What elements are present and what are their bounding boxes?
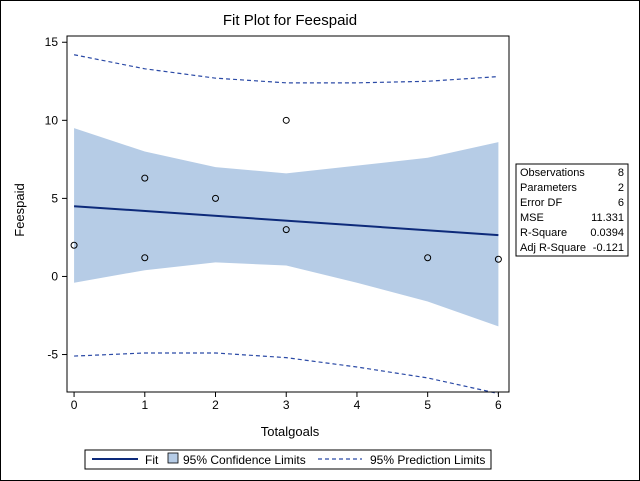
- data-point: [70, 241, 78, 249]
- stat-value: -0.121: [593, 242, 624, 254]
- x-tick-label: 6: [495, 398, 502, 412]
- chart-title: Fit Plot for Feespaid: [223, 12, 357, 29]
- stat-label: Error DF: [520, 197, 562, 209]
- x-tick-label: 2: [212, 398, 219, 412]
- x-tick-label: 1: [141, 398, 148, 412]
- y-tick-label: 0: [51, 269, 58, 283]
- points-layer: [70, 116, 502, 263]
- legend-swatch-confidence: [167, 452, 179, 464]
- plot-area-frame: [66, 35, 510, 393]
- stat-value: 2: [618, 182, 624, 194]
- stat-label: Observations: [520, 167, 585, 179]
- x-tick-label: 5: [424, 398, 431, 412]
- prediction-limit-lower: [74, 352, 499, 395]
- data-point: [212, 194, 220, 202]
- data-point: [282, 226, 290, 234]
- data-point: [494, 255, 502, 263]
- fit-line: [74, 205, 499, 237]
- confidence-band: [74, 128, 499, 327]
- bands-layer: [74, 128, 499, 327]
- x-axis-label: Totalgoals: [261, 424, 320, 439]
- stat-label: MSE: [520, 212, 544, 224]
- x-axis: 0 1 2 3 4 5 6: [71, 392, 502, 412]
- stat-value: 8: [618, 167, 624, 179]
- stats-table-border: [515, 163, 629, 257]
- stat-label: R-Square: [520, 227, 567, 239]
- prediction-limit-upper: [73, 54, 499, 84]
- fit-statistics-table: Observations 8 Parameters 2 Error DF 6 MSE 11.3…: [515, 163, 629, 257]
- x-tick-label: 3: [283, 398, 290, 412]
- y-tick-label: 10: [45, 113, 59, 127]
- stat-label: Parameters: [520, 182, 577, 194]
- stat-value: 11.331: [591, 212, 624, 224]
- legend-label-confidence: 95% Confidence Limits: [183, 453, 306, 467]
- data-point: [141, 254, 149, 262]
- legend-border: [84, 449, 492, 470]
- stat-label: Adj R-Square: [520, 242, 586, 254]
- y-tick-label: -5: [47, 348, 58, 362]
- x-tick-label: 0: [71, 398, 78, 412]
- y-axis: -5 0 5 10 15: [45, 35, 67, 362]
- y-tick-label: 5: [51, 191, 58, 205]
- legend-label-prediction: 95% Prediction Limits: [370, 453, 485, 467]
- data-point: [141, 174, 149, 182]
- y-tick-label: 15: [45, 35, 59, 49]
- stat-value: 6: [618, 197, 624, 209]
- y-axis-label: Feespaid: [12, 183, 27, 236]
- x-tick-label: 4: [354, 398, 361, 412]
- lines-layer: [73, 54, 499, 395]
- data-point: [282, 116, 290, 124]
- stat-value: 0.0394: [590, 227, 624, 239]
- data-point: [424, 254, 432, 262]
- legend-label-fit: Fit: [145, 453, 159, 467]
- chart-legend: Fit 95% Confidence Limits 95% Prediction L…: [84, 449, 492, 470]
